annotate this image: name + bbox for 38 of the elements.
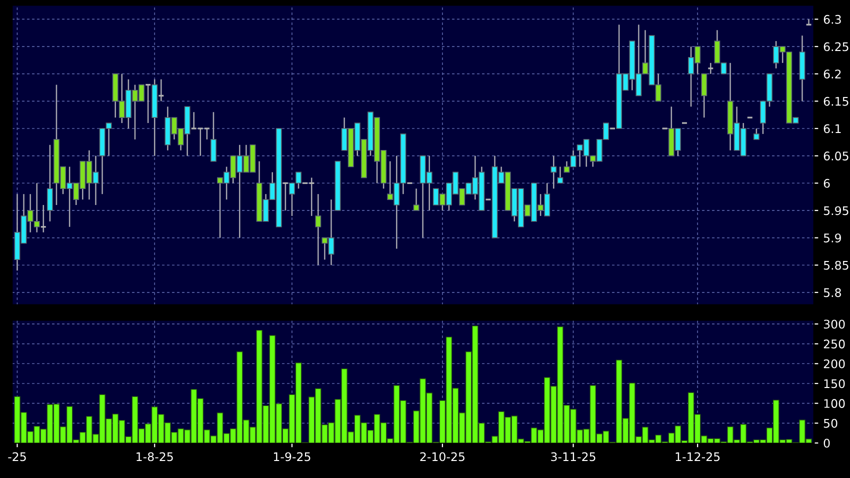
y-tick-label: 300 [824,320,845,329]
y-tick-label: 6.15 [824,96,848,106]
x-tick-label: 1-9-25 [274,452,310,462]
y-tick-label: 6.2 [824,70,841,79]
candlestick [282,182,289,212]
candlestick [701,73,708,118]
candlestick [144,84,152,124]
y-tick-label: 6.25 [824,42,848,52]
y-tick-label: 50 [824,418,838,428]
y-tick-label: 0 [824,438,830,448]
candlestick [210,111,216,162]
x-tick-label: -25 [8,452,26,462]
x-tick-label: 3-11-25 [551,452,596,462]
candlestick [413,188,420,212]
candlestick [805,18,812,26]
y-tick-label: 6 [824,178,830,188]
x-tick-label: 1-8-25 [136,452,173,462]
candlestick [753,128,760,140]
x-tick-label: 1-12-25 [676,452,720,462]
y-tick-label: 6.3 [824,14,841,24]
candlestick [557,166,564,184]
y-tick-label: 5.9 [824,234,841,242]
y-tick-label: 100 [824,399,845,408]
y-tick-label: 6.05 [824,152,848,160]
candlestick [40,204,47,233]
candlestick [707,62,714,74]
y-tick-label: 5.8 [824,288,841,298]
y-tick-label: 250 [824,340,845,348]
candlestick [158,78,164,102]
candlestick [550,155,557,190]
y-tick-label: 5.95 [824,206,848,216]
y-tick-label: 5.85 [824,260,848,270]
y-tick-label: 200 [824,359,845,368]
candlestick [46,144,53,222]
candlestick [315,193,322,266]
y-tick-label: 150 [824,379,845,388]
y-tick-label: 6.1 [824,124,841,134]
x-tick-label: 2-10-25 [420,452,464,462]
